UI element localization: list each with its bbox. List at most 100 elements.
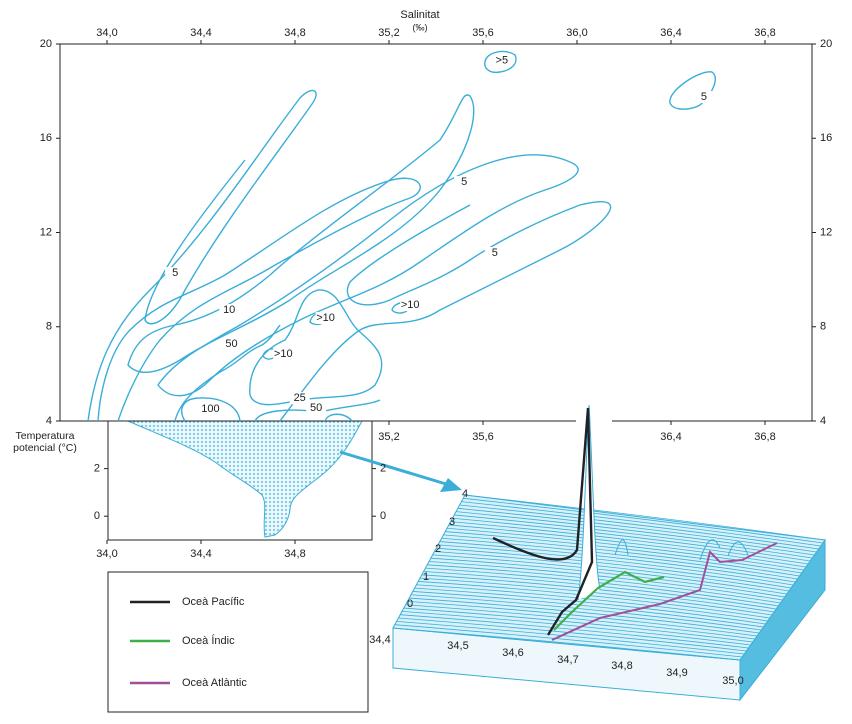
contour-label-bg [454, 176, 475, 189]
surface-peak [577, 404, 601, 601]
surface-line [427, 564, 781, 604]
y-tick-label: 12 [40, 226, 52, 238]
surface-x-label: 34,7 [557, 654, 578, 666]
surface-line [400, 614, 749, 649]
contour-label: 10 [223, 304, 235, 316]
x-axis-title: Salinitat [400, 9, 439, 21]
x-tick-label: 35,6 [472, 27, 493, 39]
indian-curve [553, 570, 665, 631]
surface-line [409, 597, 760, 634]
x-tick-label: 36,8 [754, 431, 775, 443]
y-axis-title-box: Temperatura potencial (°C) [13, 430, 77, 454]
surface-line [414, 587, 766, 625]
y-axis-title: Temperatura potencial (°C) [13, 430, 77, 454]
surface-x-label: 34,9 [666, 667, 687, 679]
surface-x-label: 34,4 [369, 634, 390, 646]
surface-line [394, 624, 743, 658]
x-tick-label: 35,2 [378, 431, 399, 443]
y-tick-label: 8 [46, 321, 52, 333]
surface-x-label: 35,0 [722, 675, 743, 687]
inset-y-tick-label: 2 [94, 463, 100, 475]
contour-line [279, 201, 612, 422]
x-tick-label: 34,8 [284, 27, 305, 39]
surface-line [437, 544, 794, 586]
contour-label-bg [219, 304, 240, 317]
surface-z-label: 4 [462, 488, 468, 500]
contour-label: 100 [201, 403, 219, 415]
contour-label-bg [221, 337, 242, 350]
surface-line [425, 567, 779, 607]
surface-line [418, 581, 770, 619]
contour-line [87, 89, 317, 422]
surface-line [445, 531, 802, 574]
contour-label-bg [273, 348, 294, 361]
contour-label-bg [491, 54, 512, 67]
contour-label: >5 [496, 54, 509, 66]
surface-x-label: 34,5 [447, 640, 468, 652]
surface-line [412, 591, 764, 628]
legend-label: Oceà Índic [182, 634, 235, 647]
x-axis-unit: (‰) [413, 22, 428, 32]
contour-label-bg [484, 246, 505, 259]
contour-label: 5 [492, 247, 498, 259]
inset-x-tick-label: 34,4 [190, 548, 211, 560]
contour-label-bg [315, 312, 336, 325]
y-tick-label: 20 [820, 38, 832, 50]
legend: Oceà Pacífic Oceà Índic Oceà Atlàntic [130, 596, 247, 689]
surface-line [454, 514, 813, 559]
surface-line [436, 547, 792, 589]
surface-line [407, 601, 758, 637]
y-tick-label: 8 [820, 321, 826, 333]
contour-label-bg [693, 91, 714, 104]
contour-label-bg [200, 402, 221, 415]
contour-label: 5 [172, 267, 178, 279]
contour-line [157, 154, 579, 397]
surface-line [441, 537, 798, 580]
surface-z-label: 3 [449, 516, 455, 528]
surface-line [416, 584, 768, 622]
contour-label-bg [289, 392, 310, 405]
surface-line [392, 627, 741, 661]
y-tick-label: 16 [820, 132, 832, 144]
atlantic-curve [551, 542, 778, 641]
contour-label-bg [165, 267, 186, 280]
surface-line [410, 594, 762, 631]
inset-y-tick-label: 2 [380, 463, 386, 475]
contour-label: 50 [225, 338, 237, 350]
legend-box [107, 571, 369, 713]
surface-line [446, 527, 804, 571]
surface-z-label: 1 [423, 571, 429, 583]
contour-label-bg [400, 299, 421, 312]
surface-line [423, 571, 777, 610]
surface-z-label: 2 [435, 543, 441, 555]
surface-peak [614, 539, 749, 561]
pacific-curve [492, 407, 594, 636]
y-tick-label: 4 [820, 415, 826, 427]
y-tick-label: 4 [46, 415, 52, 427]
x-tick-label: 34,4 [190, 27, 211, 39]
contour-line [181, 397, 241, 422]
surface-z-label: 0 [407, 598, 413, 610]
contour-line [127, 94, 475, 373]
surface-block [392, 404, 826, 702]
inset-y-tick-label: 0 [380, 510, 386, 522]
x-tick-label: 35,2 [378, 27, 399, 39]
surface-line [455, 511, 815, 556]
surface-line [419, 577, 772, 616]
contour-line [97, 177, 421, 422]
contour-label-bg [306, 402, 327, 415]
surface-line [439, 541, 796, 583]
contour-label: 5 [461, 176, 467, 188]
arrow-head [440, 478, 462, 492]
x-tick-label: 34,0 [96, 27, 117, 39]
surface-line [401, 610, 751, 646]
contour-label: 50 [310, 402, 322, 414]
surface-line [452, 517, 811, 562]
surface-line [430, 557, 785, 598]
arrow [339, 450, 447, 486]
inset-y-tick-label: 0 [94, 510, 100, 522]
contour-label: 5 [701, 91, 707, 103]
surface-line [398, 617, 747, 652]
contour-label: >10 [274, 348, 293, 360]
